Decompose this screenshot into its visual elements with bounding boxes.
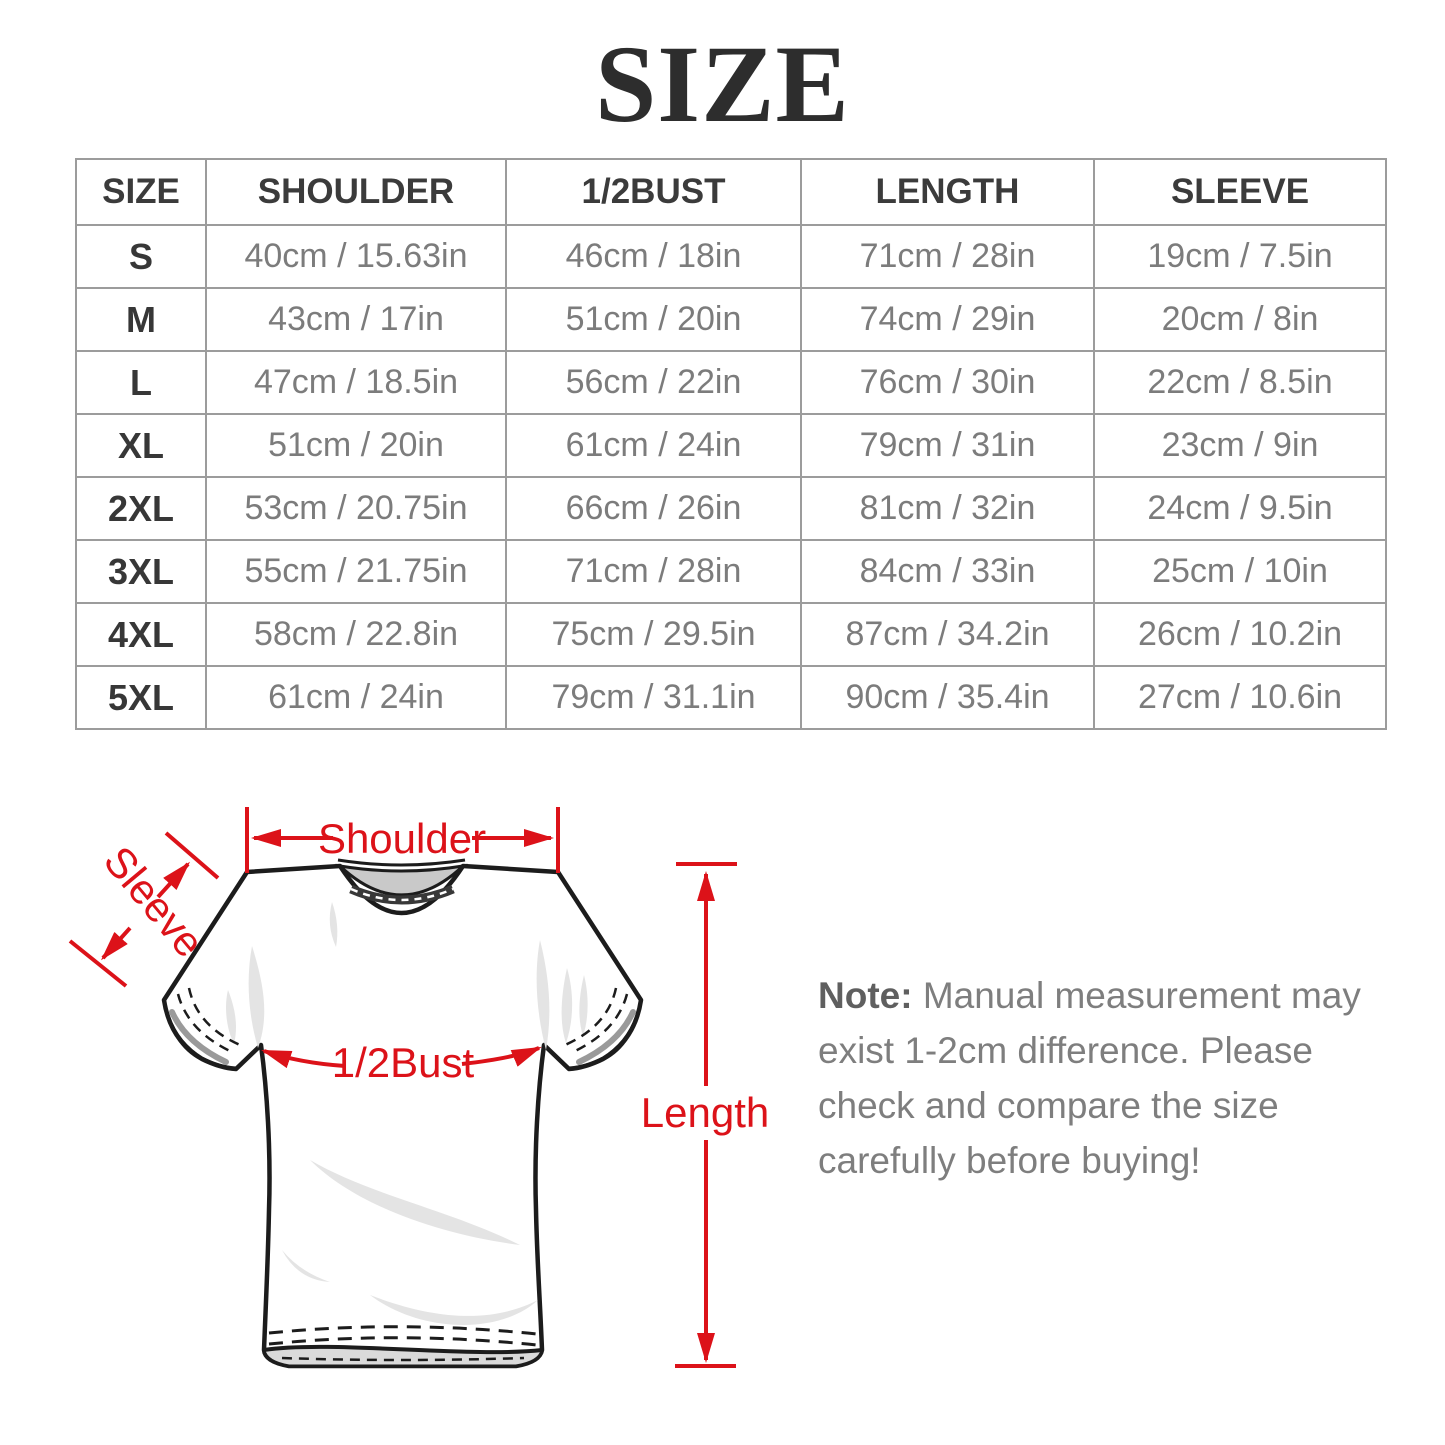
cell-length: 79cm / 31in [800, 413, 1095, 478]
length-measure: Length [641, 862, 769, 1368]
cell-sleeve: 26cm / 10.2in [1093, 602, 1387, 667]
bust-label: 1/2Bust [332, 1039, 475, 1086]
cell-sleeve: 25cm / 10in [1093, 539, 1387, 604]
cell-shoulder: 51cm / 20in [205, 413, 507, 478]
cell-shoulder: 40cm / 15.63in [205, 224, 507, 289]
cell-length: 76cm / 30in [800, 350, 1095, 415]
note-line: exist 1-2cm difference. Please [818, 1030, 1313, 1071]
cell-size: S [75, 224, 207, 289]
cell-shoulder: 61cm / 24in [205, 665, 507, 730]
table-row: M 43cm / 17in 51cm / 20in 74cm / 29in 20… [75, 287, 1387, 352]
right-cuff [568, 999, 643, 1070]
measurement-note: Note: Manual measurement may exist 1-2cm… [818, 968, 1380, 1188]
cell-size: 5XL [75, 665, 207, 730]
cell-bust: 46cm / 18in [505, 224, 802, 289]
tshirt-measurement-diagram: Shoulder Sleeve 1/2Bust Length [68, 807, 769, 1369]
table-row: 5XL 61cm / 24in 79cm / 31.1in 90cm / 35.… [75, 665, 1387, 730]
cell-bust: 66cm / 26in [505, 476, 802, 541]
left-cuff [162, 999, 237, 1070]
page-title: SIZE [595, 23, 850, 145]
cell-size: 3XL [75, 539, 207, 604]
table-row: 3XL 55cm / 21.75in 71cm / 28in 84cm / 33… [75, 539, 1387, 604]
table-row: 2XL 53cm / 20.75in 66cm / 26in 81cm / 32… [75, 476, 1387, 541]
header-shoulder: SHOULDER [205, 158, 507, 226]
cell-bust: 51cm / 20in [505, 287, 802, 352]
cell-bust: 56cm / 22in [505, 350, 802, 415]
table-row: 4XL 58cm / 22.8in 75cm / 29.5in 87cm / 3… [75, 602, 1387, 667]
cell-shoulder: 58cm / 22.8in [205, 602, 507, 667]
note-prefix: Note: [818, 975, 913, 1016]
header-bust: 1/2BUST [505, 158, 802, 226]
cell-bust: 61cm / 24in [505, 413, 802, 478]
cell-size: XL [75, 413, 207, 478]
header-sleeve: SLEEVE [1093, 158, 1387, 226]
header-length: LENGTH [800, 158, 1095, 226]
cell-shoulder: 55cm / 21.75in [205, 539, 507, 604]
bust-measure: 1/2Bust [261, 1039, 542, 1086]
cell-shoulder: 53cm / 20.75in [205, 476, 507, 541]
cell-length: 87cm / 34.2in [800, 602, 1095, 667]
tshirt-illustration [161, 858, 644, 1369]
note-line: Note: Manual measurement may [818, 968, 1380, 1023]
table-row: S 40cm / 15.63in 46cm / 18in 71cm / 28in… [75, 224, 1387, 289]
cell-sleeve: 22cm / 8.5in [1093, 350, 1387, 415]
cell-size: L [75, 350, 207, 415]
cell-shoulder: 47cm / 18.5in [205, 350, 507, 415]
shoulder-measure: Shoulder [245, 807, 560, 873]
table-row: L 47cm / 18.5in 56cm / 22in 76cm / 30in … [75, 350, 1387, 415]
cell-size: 4XL [75, 602, 207, 667]
header-size: SIZE [75, 158, 207, 226]
cell-length: 71cm / 28in [800, 224, 1095, 289]
cell-size: M [75, 287, 207, 352]
cell-sleeve: 24cm / 9.5in [1093, 476, 1387, 541]
cell-sleeve: 19cm / 7.5in [1093, 224, 1387, 289]
cell-size: 2XL [75, 476, 207, 541]
collar-inside [335, 863, 468, 897]
cell-sleeve: 23cm / 9in [1093, 413, 1387, 478]
note-line: carefully before buying! [818, 1140, 1201, 1181]
note-line: check and compare the size [818, 1085, 1279, 1126]
cell-length: 90cm / 35.4in [800, 665, 1095, 730]
cell-length: 81cm / 32in [800, 476, 1095, 541]
cell-bust: 79cm / 31.1in [505, 665, 802, 730]
cell-bust: 71cm / 28in [505, 539, 802, 604]
cell-sleeve: 20cm / 8in [1093, 287, 1387, 352]
length-label: Length [641, 1089, 769, 1136]
shoulder-label: Shoulder [318, 815, 486, 862]
note-text: Manual measurement may [922, 975, 1361, 1016]
cell-shoulder: 43cm / 17in [205, 287, 507, 352]
table-header-row: SIZE SHOULDER 1/2BUST LENGTH SLEEVE [75, 158, 1387, 226]
cell-length: 74cm / 29in [800, 287, 1095, 352]
cell-bust: 75cm / 29.5in [505, 602, 802, 667]
cell-length: 84cm / 33in [800, 539, 1095, 604]
size-chart-table: SIZE SHOULDER 1/2BUST LENGTH SLEEVE S 40… [75, 158, 1387, 730]
table-row: XL 51cm / 20in 61cm / 24in 79cm / 31in 2… [75, 413, 1387, 478]
cell-sleeve: 27cm / 10.6in [1093, 665, 1387, 730]
